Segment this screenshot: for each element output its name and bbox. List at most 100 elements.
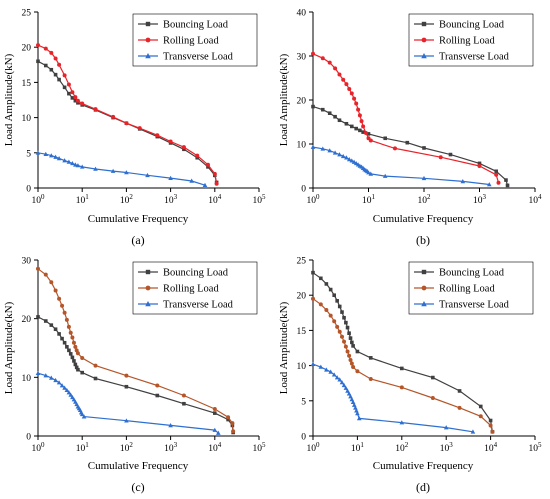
data-point <box>93 166 98 171</box>
legend-entry: Transverse Load <box>414 52 510 63</box>
data-point <box>488 418 493 423</box>
data-point <box>335 324 340 329</box>
data-point <box>124 418 129 423</box>
data-point <box>71 340 76 345</box>
data-point <box>355 369 360 374</box>
data-point <box>421 175 427 181</box>
data-point <box>494 169 499 174</box>
series-line <box>37 372 219 434</box>
chart-panel: 0 10 20 30 100 101 102 103 104 105 Cumulative Freq… <box>3 257 266 495</box>
data-point <box>343 344 348 349</box>
data-point <box>486 182 492 187</box>
data-point <box>342 315 346 320</box>
data-point <box>324 282 329 286</box>
data-point <box>195 155 200 160</box>
data-point <box>311 270 315 275</box>
legend-entry: Bouncing Load <box>414 20 505 31</box>
x-tick-label: 100 <box>32 193 46 206</box>
data-point <box>56 156 62 161</box>
data-point <box>62 158 67 163</box>
data-point <box>366 170 371 175</box>
data-point <box>337 118 342 123</box>
data-point <box>182 401 186 406</box>
data-point <box>43 46 48 51</box>
x-axis-title: Cumulative Frequency <box>373 213 474 225</box>
data-point <box>443 425 449 430</box>
legend-marker <box>145 269 151 275</box>
data-point <box>79 164 85 169</box>
legend-entry: Transverse Load <box>414 300 510 311</box>
data-point <box>319 276 323 281</box>
data-point <box>490 429 495 434</box>
data-point <box>93 376 98 381</box>
y-tick-label: 10 <box>22 374 32 384</box>
legend-entry: Bouncing Load <box>138 20 229 31</box>
data-point <box>405 140 410 145</box>
data-point <box>73 162 78 167</box>
data-point <box>345 388 350 393</box>
data-point <box>340 334 345 339</box>
data-point <box>76 101 80 105</box>
data-point <box>53 327 58 332</box>
data-point <box>43 319 48 323</box>
data-point <box>356 107 361 112</box>
data-point <box>66 390 72 395</box>
data-point <box>488 423 493 428</box>
data-point <box>347 353 352 358</box>
legend-marker <box>145 21 151 27</box>
data-point <box>496 180 501 185</box>
legend-label: Bouncing Load <box>163 20 229 31</box>
y-tick-label: 10 <box>297 141 307 151</box>
data-point <box>43 151 49 157</box>
data-point <box>226 415 231 420</box>
y-tick-label: 20 <box>22 44 32 54</box>
data-point <box>430 395 435 400</box>
legend-entry: Transverse Load <box>138 300 234 311</box>
x-axis-title: Cumulative Frequency <box>88 213 189 225</box>
data-point <box>155 393 160 398</box>
data-point <box>382 173 388 178</box>
x-tick-label: 104 <box>208 193 222 206</box>
y-axis-title: Load Amplitude(kN) <box>278 301 290 394</box>
data-point <box>62 340 67 345</box>
data-point <box>73 95 78 100</box>
data-point <box>340 310 344 314</box>
data-point <box>324 307 329 312</box>
data-point <box>62 385 67 390</box>
data-point <box>75 98 80 103</box>
data-point <box>337 304 342 309</box>
chart-panel: 0 10 20 30 40 100 101 102 103 104 Cumulative Frequ… <box>278 9 542 248</box>
data-point <box>311 104 315 109</box>
data-point <box>74 365 79 370</box>
data-point <box>205 162 210 167</box>
data-point <box>212 171 217 176</box>
y-tick-label: 25 <box>22 9 32 19</box>
data-point <box>457 405 462 410</box>
data-point <box>478 404 483 409</box>
data-point <box>344 155 349 160</box>
chart-panel: 0 5 10 15 20 25 100 101 102 103 104 105 Cumulative F… <box>3 9 266 248</box>
data-point <box>324 367 329 372</box>
data-point <box>66 159 72 164</box>
data-point <box>75 163 81 168</box>
legend-label: Transverse Load <box>163 52 234 63</box>
data-point <box>181 393 186 398</box>
legend-label: Rolling Load <box>439 36 495 47</box>
data-point <box>354 101 359 106</box>
panel-label: (d) <box>416 480 430 494</box>
legend-entry: Transverse Load <box>138 52 234 63</box>
legend-marker <box>421 269 427 275</box>
data-point <box>212 407 217 412</box>
y-tick-label: 5 <box>26 149 31 159</box>
data-point <box>335 299 339 303</box>
x-tick-label: 103 <box>164 441 178 454</box>
data-point <box>343 385 349 390</box>
data-point <box>342 339 347 344</box>
data-point <box>348 336 353 340</box>
data-point <box>79 411 85 417</box>
data-point <box>333 114 337 119</box>
legend-marker <box>421 53 427 59</box>
panel-label: (c) <box>131 480 144 494</box>
y-tick-label: 20 <box>297 292 307 302</box>
